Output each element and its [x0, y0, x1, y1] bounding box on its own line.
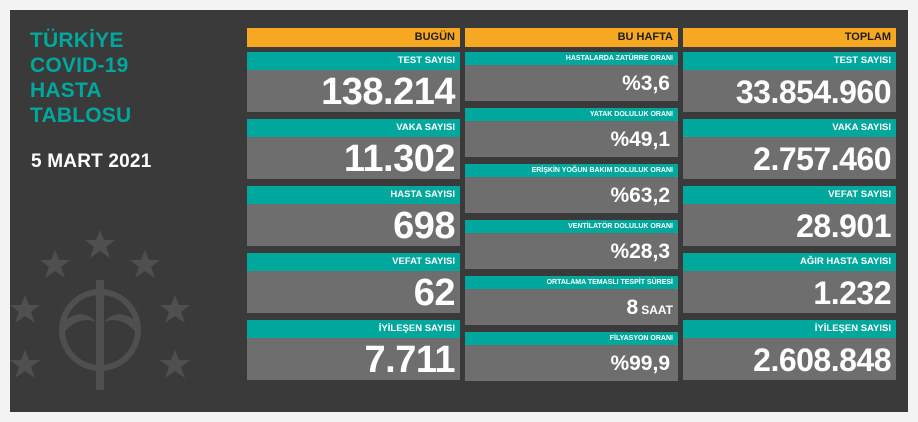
stat-label: İYİLEŞEN SAYISI [683, 320, 896, 338]
column-bugun: BUGÜN TEST SAYISI 138.214 VAKA SAYISI 11… [247, 28, 460, 398]
title-line: HASTA [30, 79, 102, 102]
stat-value: 62 [247, 271, 460, 313]
stat-value: 698 [247, 204, 460, 246]
stat-number: %28,3 [610, 240, 670, 263]
stat-value: 2.757.460 [683, 137, 896, 179]
stat-number: 8 [626, 296, 639, 319]
stat-value: 11.302 [247, 137, 460, 179]
stat-label: TEST SAYISI [247, 52, 460, 70]
column-header-bugun: BUGÜN [247, 28, 460, 47]
stat-label: AĞIR HASTA SAYISI [683, 253, 896, 271]
stat-number: %99,9 [610, 352, 670, 375]
title-line: TABLOSU [30, 104, 132, 127]
stat-number: %3,6 [622, 72, 670, 95]
stat-value: %3,6 [465, 65, 678, 101]
report-date: 5 MART 2021 [31, 151, 152, 172]
stat-card-vefat-total: VEFAT SAYISI 28.901 [683, 186, 896, 246]
covid-table-panel: TÜRKİYE COVID-19 HASTA TABLOSU 5 MART 20… [10, 10, 908, 412]
stat-label: TEST SAYISI [683, 52, 896, 70]
column-header-toplam: TOPLAM [683, 28, 896, 47]
stat-value: %49,1 [465, 121, 678, 157]
stat-card-yatak: YATAK DOLULUK ORANI %49,1 [465, 108, 678, 157]
stat-card-test: TEST SAYISI 138.214 [247, 52, 460, 112]
stat-card-iyilesen: İYİLEŞEN SAYISI 7.711 [247, 320, 460, 380]
title-line: TÜRKİYE [30, 29, 124, 52]
stat-label: ERİŞKİN YOĞUN BAKIM DOLULUK ORANI [465, 164, 678, 177]
stat-value: 28.901 [683, 204, 896, 246]
stat-number: %49,1 [610, 128, 670, 151]
stat-value: %99,9 [465, 345, 678, 381]
stat-label: VAKA SAYISI [683, 119, 896, 137]
health-ministry-emblem-icon [10, 230, 190, 390]
column-toplam: TOPLAM TEST SAYISI 33.854.960 VAKA SAYIS… [683, 28, 896, 398]
stat-label: ORTALAMA TEMASLI TESPİT SÜRESİ [465, 276, 678, 289]
stat-label: FİLYASYON ORANI [465, 332, 678, 345]
page-title: TÜRKİYE COVID-19 HASTA TABLOSU [30, 28, 230, 128]
stat-value: %28,3 [465, 233, 678, 269]
stat-label: VEFAT SAYISI [683, 186, 896, 204]
stat-value: 33.854.960 [683, 70, 896, 112]
column-bu-hafta: BU HAFTA HASTALARDA ZATÜRRE ORANI %3,6 Y… [465, 28, 678, 398]
stat-card-vefat: VEFAT SAYISI 62 [247, 253, 460, 313]
title-line: COVID-19 [30, 54, 129, 77]
column-header-bu-hafta: BU HAFTA [465, 28, 678, 47]
stat-label: VENTİLATÖR DOLULUK ORANI [465, 220, 678, 233]
stat-card-hasta: HASTA SAYISI 698 [247, 186, 460, 246]
stat-card-yogun-bakim: ERİŞKİN YOĞUN BAKIM DOLULUK ORANI %63,2 [465, 164, 678, 213]
stat-card-temasli: ORTALAMA TEMASLI TESPİT SÜRESİ 8 SAAT [465, 276, 678, 325]
stat-label: YATAK DOLULUK ORANI [465, 108, 678, 121]
stat-value: 8 SAAT [465, 289, 678, 325]
stat-value: 7.711 [247, 338, 460, 380]
stat-value: 1.232 [683, 271, 896, 313]
stat-card-zaturre: HASTALARDA ZATÜRRE ORANI %3,6 [465, 52, 678, 101]
stat-unit: SAAT [641, 303, 673, 317]
stat-card-agir-hasta: AĞIR HASTA SAYISI 1.232 [683, 253, 896, 313]
stat-card-vaka: VAKA SAYISI 11.302 [247, 119, 460, 179]
stat-card-vaka-total: VAKA SAYISI 2.757.460 [683, 119, 896, 179]
stat-number: %63,2 [610, 184, 670, 207]
stat-card-iyilesen-total: İYİLEŞEN SAYISI 2.608.848 [683, 320, 896, 380]
stat-label: VAKA SAYISI [247, 119, 460, 137]
stat-value: 138.214 [247, 70, 460, 112]
stat-card-test-total: TEST SAYISI 33.854.960 [683, 52, 896, 112]
stat-label: İYİLEŞEN SAYISI [247, 320, 460, 338]
stat-card-ventilator: VENTİLATÖR DOLULUK ORANI %28,3 [465, 220, 678, 269]
stat-card-filyasyon: FİLYASYON ORANI %99,9 [465, 332, 678, 381]
stat-label: HASTALARDA ZATÜRRE ORANI [465, 52, 678, 65]
stat-value: 2.608.848 [683, 338, 896, 380]
stat-label: VEFAT SAYISI [247, 253, 460, 271]
stat-label: HASTA SAYISI [247, 186, 460, 204]
stat-value: %63,2 [465, 177, 678, 213]
